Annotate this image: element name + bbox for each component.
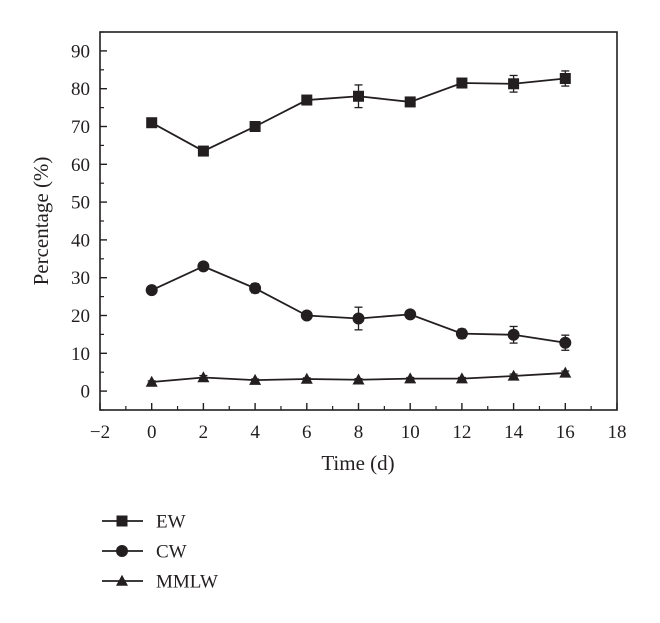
y-tick-label: 60: [71, 155, 90, 176]
series-line: [151, 265, 566, 344]
x-tick-label: 0: [147, 422, 157, 443]
data-point: [300, 309, 313, 322]
y-tick-label: 0: [81, 382, 91, 403]
data-point: [404, 96, 416, 108]
data-point: [145, 375, 158, 387]
data-point: [456, 77, 468, 89]
legend-item: CW: [102, 542, 187, 563]
data-point: [508, 78, 520, 90]
y-tick-label: 40: [71, 230, 90, 251]
legend-label: CW: [156, 542, 187, 563]
data-point: [352, 373, 365, 385]
y-tick-label: 80: [71, 79, 90, 100]
series-mmlw: [145, 366, 572, 387]
data-point: [455, 372, 468, 384]
series-ew: [146, 70, 571, 157]
x-tick-label: 14: [504, 422, 524, 443]
data-point: [301, 94, 313, 106]
data-point: [559, 336, 572, 349]
data-point: [507, 369, 520, 381]
legend: EW CW MMLW: [102, 512, 218, 593]
data-point: [197, 371, 210, 383]
x-axis-ticks: −2 0 2 4 6 8 10 12 14 16 18: [90, 403, 627, 443]
data-point: [404, 308, 417, 321]
legend-marker: [116, 545, 128, 557]
series-layer: [145, 70, 572, 387]
x-axis-title: Time (d): [321, 451, 394, 475]
legend-marker: [116, 515, 128, 527]
legend-item: EW: [102, 512, 186, 533]
series-cw: [145, 260, 572, 351]
data-point: [507, 328, 520, 341]
y-tick-label: 70: [71, 117, 90, 138]
y-tick-label: 90: [71, 41, 90, 62]
data-point: [249, 121, 261, 132]
x-tick-label: 8: [354, 422, 364, 443]
data-point: [145, 284, 158, 297]
x-tick-label: 6: [302, 422, 312, 443]
x-tick-label: 2: [199, 422, 209, 443]
data-point: [353, 90, 364, 102]
x-tick-label: 10: [401, 422, 420, 443]
data-point: [404, 372, 417, 384]
legend-label: MMLW: [156, 572, 218, 593]
x-tick-label: −2: [90, 422, 110, 443]
data-point: [197, 145, 209, 157]
x-tick-label: 4: [250, 422, 260, 443]
data-point: [249, 373, 262, 385]
legend-item: MMLW: [102, 572, 218, 593]
data-point: [300, 372, 313, 384]
data-point: [146, 117, 158, 129]
y-tick-label: 10: [71, 344, 90, 365]
x-tick-label: 12: [452, 422, 471, 443]
legend-label: EW: [156, 512, 186, 533]
data-point: [249, 282, 262, 295]
x-tick-label: 16: [556, 422, 575, 443]
data-point: [559, 72, 571, 84]
y-tick-label: 20: [71, 306, 90, 327]
y-axis-ticks: 0 10 20 30 40 50 60 70 80 90: [71, 31, 107, 411]
y-tick-label: 30: [71, 268, 90, 289]
legend-marker: [116, 574, 128, 586]
x-tick-label: 18: [608, 422, 627, 443]
data-point: [455, 327, 468, 340]
data-point: [197, 260, 210, 273]
y-axis-title: Percentage (%): [29, 157, 53, 286]
data-point: [352, 312, 365, 325]
y-tick-label: 50: [71, 193, 90, 214]
data-point: [559, 366, 572, 378]
